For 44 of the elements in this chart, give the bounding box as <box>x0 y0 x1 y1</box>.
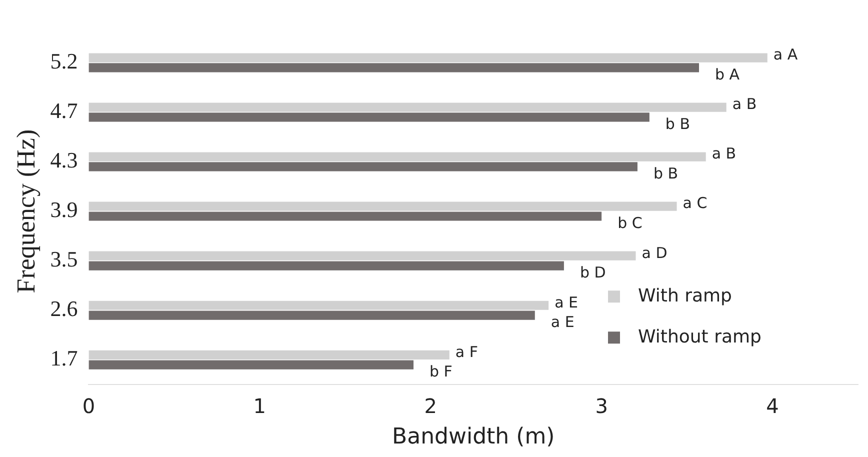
data-label: a F <box>455 342 478 361</box>
x-tick-label: 4 <box>766 394 779 418</box>
x-tick-label: 1 <box>253 394 266 418</box>
legend-label: With ramp <box>638 285 732 306</box>
bar <box>88 202 677 211</box>
y-axis-title: Frequency (Hz) <box>11 129 40 294</box>
data-label: b D <box>580 264 606 282</box>
data-label: a B <box>732 95 757 114</box>
y-tick-label: 1.7 <box>50 346 78 371</box>
x-tick-label: 2 <box>424 394 437 418</box>
bar <box>88 251 636 260</box>
bar <box>88 152 706 162</box>
data-label: b B <box>665 115 690 134</box>
x-axis-title: Bandwidth (m) <box>392 424 555 450</box>
y-tick-label: 3.9 <box>50 197 78 222</box>
data-label: b A <box>715 66 740 84</box>
bar <box>88 63 700 72</box>
bar <box>88 350 450 360</box>
bar <box>88 53 768 62</box>
bar <box>88 162 638 172</box>
bar <box>88 300 549 310</box>
bar <box>88 212 602 221</box>
bar <box>88 310 535 320</box>
bar <box>88 360 414 370</box>
bar <box>88 261 564 270</box>
x-tick-label: 0 <box>82 394 96 418</box>
data-label: a B <box>712 144 736 163</box>
x-tick-label: 3 <box>595 394 608 418</box>
bar <box>88 112 650 122</box>
y-tick-label: 2.6 <box>50 296 78 322</box>
y-tick-label: 4.3 <box>50 148 78 173</box>
data-label: b C <box>618 214 642 232</box>
data-label: b F <box>430 362 452 381</box>
data-label: b B <box>653 164 678 183</box>
data-label: a C <box>682 194 708 212</box>
data-label: a D <box>642 244 668 262</box>
data-label: a E <box>550 313 574 332</box>
bar <box>88 102 726 112</box>
data-label: a A <box>773 46 798 64</box>
y-tick-label: 3.5 <box>50 246 78 272</box>
y-tick-label: 4.7 <box>50 98 78 124</box>
data-label: a E <box>554 293 578 312</box>
legend-label: Without ramp <box>638 326 762 348</box>
y-tick-label: 5.2 <box>50 48 78 74</box>
